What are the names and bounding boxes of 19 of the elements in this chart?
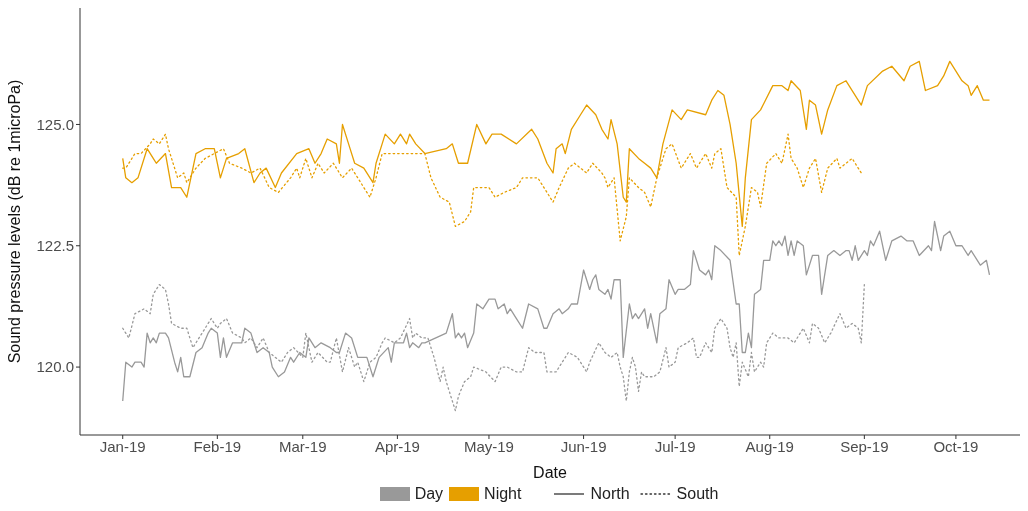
y-tick-label: 120.0 (36, 358, 74, 376)
x-axis-title: Date (533, 464, 567, 481)
x-tick-label: Mar-19 (279, 437, 327, 455)
text: North (590, 485, 630, 503)
text: South (676, 485, 719, 503)
x-tick-label: Jan-19 (99, 437, 146, 455)
x-tick-label: Aug-19 (745, 437, 794, 455)
text: Day (414, 485, 444, 503)
x-tick-label: Jul-19 (654, 437, 696, 455)
x-tick-label: Feb-19 (193, 437, 242, 455)
text: Night (484, 485, 522, 503)
x-tick-label: Jun-19 (560, 437, 607, 455)
x-tick-label: Apr-19 (374, 437, 420, 455)
y-axis-title: Sound pressure levels (dB re 1microPa) (5, 79, 23, 364)
y-tick-label: 125.0 (36, 115, 74, 133)
x-tick-label: May-19 (463, 437, 514, 455)
x-tick-label: Oct-19 (933, 437, 979, 455)
x-tick-label: Sep-19 (840, 437, 889, 455)
y-tick-label: 122.5 (36, 237, 74, 255)
